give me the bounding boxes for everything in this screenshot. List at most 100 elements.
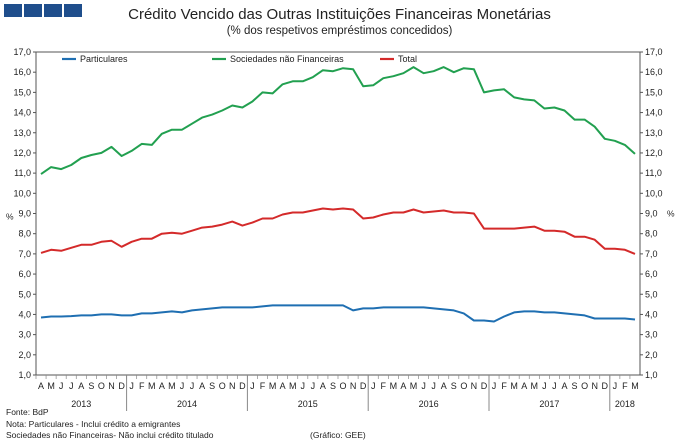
- y-tick-label-left: 5,0: [18, 289, 31, 299]
- y-tick-label-right: 17,0: [645, 47, 663, 57]
- y-tick-label-right: 9,0: [645, 209, 658, 219]
- x-tick-label-month: J: [59, 381, 64, 391]
- y-tick-label-left: 11,0: [14, 168, 31, 178]
- y-tick-label-right: 2,0: [645, 350, 658, 360]
- x-tick-label-month: A: [320, 381, 326, 391]
- x-tick-label-month: F: [622, 381, 628, 391]
- y-tick-label-right: 7,0: [645, 249, 658, 259]
- x-tick-label-month: F: [260, 381, 266, 391]
- source-note: Fonte: BdP: [6, 407, 49, 417]
- x-tick-label-year: 2014: [177, 399, 197, 409]
- y-tick-label-left: 12,0: [13, 148, 31, 158]
- x-tick-label-month: O: [460, 381, 467, 391]
- y-tick-label-right: 12,0: [645, 148, 663, 158]
- x-tick-label-month: O: [340, 381, 347, 391]
- x-tick-label-month: M: [47, 381, 55, 391]
- note-particulares: Nota: Particulares - Inclui crédito a em…: [6, 419, 181, 429]
- legend-label: Total: [398, 54, 417, 64]
- y-tick-label-left: 10,0: [13, 188, 31, 198]
- x-tick-label-month: N: [108, 381, 115, 391]
- x-tick-label-month: A: [199, 381, 205, 391]
- x-tick-label-month: M: [631, 381, 639, 391]
- x-tick-label-month: J: [613, 381, 618, 391]
- x-tick-label-month: O: [98, 381, 105, 391]
- y-tick-label-right: 3,0: [645, 330, 658, 340]
- x-tick-label-month: S: [451, 381, 457, 391]
- chart-subtitle: (% dos respetivos empréstimos concedidos…: [226, 25, 453, 37]
- x-tick-label-month: S: [572, 381, 578, 391]
- y-tick-label-right: 4,0: [645, 309, 658, 319]
- y-tick-label-left: 1,0: [18, 370, 31, 380]
- y-tick-label-right: 6,0: [645, 269, 658, 279]
- x-tick-label-month: F: [501, 381, 507, 391]
- y-tick-label-left: 4,0: [18, 309, 31, 319]
- series-line-particulares: [40, 304, 636, 323]
- chart-title: Crédito Vencido das Outras Instituições …: [128, 6, 551, 23]
- x-tick-label-month: J: [542, 381, 547, 391]
- y-tick-label-left: 3,0: [18, 330, 31, 340]
- plot-frame: [35, 51, 641, 376]
- y-axis-unit-right: %: [667, 209, 675, 219]
- y-tick-label-left: 2,0: [18, 350, 31, 360]
- y-tick-label-left: 9,0: [18, 209, 31, 219]
- x-tick-label-month: A: [38, 381, 44, 391]
- x-tick-label-month: M: [168, 381, 176, 391]
- x-tick-label-month: D: [481, 381, 488, 391]
- x-tick-label-year: 2015: [298, 399, 318, 409]
- x-tick-label-year: 2016: [419, 399, 439, 409]
- y-tick-label-left: 15,0: [13, 87, 31, 97]
- x-tick-label-month: A: [441, 381, 447, 391]
- y-tick-label-left: 14,0: [13, 108, 31, 118]
- x-tick-label-month: M: [531, 381, 539, 391]
- x-tick-label-month: M: [148, 381, 156, 391]
- x-tick-label-month: M: [269, 381, 277, 391]
- x-tick-label-month: D: [602, 381, 609, 391]
- y-tick-label-right: 16,0: [645, 67, 663, 77]
- legend-label: Particulares: [80, 54, 128, 64]
- note-sociedades: Sociedades não Financeiras- Não inclui c…: [6, 430, 214, 440]
- x-tick-label-month: F: [381, 381, 387, 391]
- series-line-sociedades-no-financeiras: [40, 66, 636, 175]
- x-tick-label-month: J: [180, 381, 185, 391]
- x-tick-label-year: 2013: [71, 399, 91, 409]
- x-tick-label-month: J: [250, 381, 255, 391]
- x-tick-label-month: N: [229, 381, 236, 391]
- y-tick-label-right: 8,0: [645, 229, 658, 239]
- y-tick-label-right: 14,0: [645, 108, 663, 118]
- chart-credit: (Gráfico: GEE): [310, 430, 366, 440]
- x-tick-label-month: J: [129, 381, 134, 391]
- x-tick-label-month: O: [581, 381, 588, 391]
- x-tick-label-month: A: [561, 381, 567, 391]
- x-tick-label-month: N: [591, 381, 598, 391]
- x-tick-label-month: F: [139, 381, 145, 391]
- y-tick-label-left: 8,0: [18, 229, 31, 239]
- x-tick-label-month: A: [521, 381, 527, 391]
- x-tick-label-month: M: [410, 381, 418, 391]
- x-tick-label-month: D: [118, 381, 125, 391]
- x-tick-label-month: A: [78, 381, 84, 391]
- x-tick-label-month: A: [159, 381, 165, 391]
- x-tick-label-month: J: [311, 381, 316, 391]
- series-line-total: [40, 207, 636, 255]
- bdp-logo-icon: [4, 4, 82, 17]
- y-tick-label-left: 13,0: [13, 128, 31, 138]
- x-tick-label-month: N: [350, 381, 357, 391]
- x-tick-label-month: J: [552, 381, 557, 391]
- x-tick-label-month: M: [390, 381, 398, 391]
- x-tick-label-month: D: [360, 381, 367, 391]
- y-tick-label-right: 5,0: [645, 289, 658, 299]
- x-tick-label-month: D: [239, 381, 246, 391]
- x-tick-label-month: J: [190, 381, 195, 391]
- x-tick-label-month: A: [400, 381, 406, 391]
- y-tick-label-left: 17,0: [13, 47, 31, 57]
- y-tick-label-right: 1,0: [645, 370, 658, 380]
- x-tick-label-year: 2017: [539, 399, 559, 409]
- y-tick-label-left: 6,0: [18, 269, 31, 279]
- x-tick-label-month: N: [471, 381, 478, 391]
- x-tick-label-year: 2018: [615, 399, 635, 409]
- y-tick-label-left: 16,0: [13, 67, 31, 77]
- y-tick-label-left: 7,0: [18, 249, 31, 259]
- x-tick-label-month: J: [431, 381, 436, 391]
- x-tick-label-month: O: [219, 381, 226, 391]
